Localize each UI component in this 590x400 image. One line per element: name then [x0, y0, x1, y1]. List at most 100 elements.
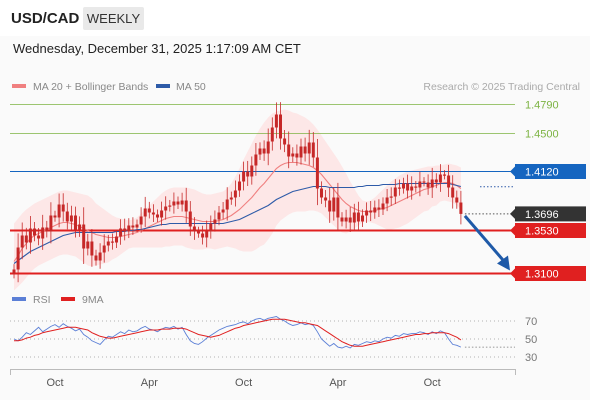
candle-body [328, 200, 332, 212]
candle-body [455, 197, 459, 203]
candle-body [344, 217, 348, 222]
candles-layer [12, 102, 463, 283]
candle-body [53, 215, 57, 218]
candle-body [451, 187, 455, 198]
levels-layer: 1.4790 1.4500 1.4120 1.3696 1.3530 1.3100 [10, 100, 586, 281]
candle-body [279, 114, 282, 139]
candle-body [24, 235, 28, 243]
timeframe-button[interactable]: WEEKLY [83, 7, 144, 30]
candle-body [188, 211, 192, 227]
forecast-arrow-shaft [463, 214, 508, 265]
level-label-box-5 [515, 266, 586, 281]
header-bar: USD/CAD WEEKLY [0, 0, 590, 36]
candle-body [418, 181, 422, 188]
candle-body [127, 225, 131, 232]
candle-body [459, 202, 463, 214]
ma50-line [13, 182, 462, 264]
candle-body [246, 171, 250, 177]
rsi-legend-label: RSI [33, 294, 51, 306]
candle-body [115, 236, 118, 243]
candle-body [86, 241, 90, 249]
candle-body [139, 216, 143, 225]
candle-body [184, 200, 188, 212]
candle-body [82, 224, 86, 249]
candle-body [406, 183, 410, 191]
candle-body [430, 179, 434, 188]
candle-body [242, 171, 246, 182]
x-tick-label: Apr [329, 377, 346, 389]
candle-body [377, 207, 381, 210]
candle-body [348, 217, 352, 223]
rsi-legend-swatch [12, 297, 26, 301]
candle-body [65, 211, 69, 222]
candle-body [254, 154, 258, 166]
candle-body [20, 235, 24, 248]
candle-body [16, 247, 20, 270]
candle-body [123, 228, 127, 232]
candle-body [303, 146, 307, 154]
candle-body [61, 204, 65, 212]
ma50-legend-swatch [156, 84, 170, 88]
candle-body [143, 208, 147, 217]
candle-body [262, 148, 266, 154]
candle-body [352, 212, 356, 223]
candle-body [12, 269, 16, 274]
candle-body [78, 224, 82, 230]
candle-body [147, 208, 151, 213]
candle-body [361, 215, 364, 222]
candle-body [213, 219, 217, 224]
forecast-arrow-head [497, 255, 510, 271]
candle-body [201, 233, 205, 238]
candle-body [151, 212, 155, 215]
candle-body [402, 183, 405, 189]
level-label-1: 1.4500 [525, 129, 559, 141]
candle-body [135, 224, 139, 228]
rsi-tick-label: 30 [525, 352, 537, 364]
candle-body [365, 210, 369, 216]
candle-body [110, 241, 114, 243]
bollinger-layer [14, 109, 461, 291]
x-tick-label: Oct [46, 377, 63, 389]
candle-body [295, 153, 299, 158]
candle-body [192, 226, 196, 232]
level-label-pointer-4 [510, 225, 515, 236]
ma20-legend-swatch [12, 84, 26, 88]
x-tick-label: Oct [235, 377, 252, 389]
timestamp: Wednesday, December 31, 2025 1:17:09 AM … [13, 41, 301, 56]
candle-body [94, 255, 98, 261]
candle-body [307, 142, 311, 154]
candle-body [270, 127, 274, 142]
rsi-ma-legend-label: 9MA [82, 294, 104, 306]
ma50-legend-label: MA 50 [176, 81, 206, 93]
bollinger-band [14, 109, 461, 291]
candle-body [443, 174, 446, 176]
candle-body [176, 201, 180, 205]
candle-body [69, 215, 73, 222]
candle-body [320, 188, 323, 198]
candle-body [238, 181, 241, 191]
candle-body [324, 197, 328, 201]
candle-body [381, 203, 385, 210]
candle-body [393, 187, 397, 197]
candle-body [119, 228, 123, 237]
rsi-line [13, 316, 462, 349]
x-axis: Oct Apr Oct Apr Oct [10, 369, 516, 389]
candle-body [299, 146, 303, 158]
candle-body [225, 199, 229, 210]
level-label-4: 1.3530 [525, 226, 559, 238]
candle-body [274, 114, 278, 128]
candle-body [447, 175, 451, 188]
overlay-layer [463, 214, 510, 271]
x-tick-label: Oct [424, 377, 441, 389]
candle-body [438, 174, 442, 183]
candle-body [229, 197, 233, 200]
level-label-box-2 [515, 164, 586, 179]
candle-body [106, 241, 110, 246]
candle-body [33, 228, 36, 236]
candle-body [373, 207, 377, 213]
candle-body [37, 235, 41, 239]
rsi-tick-label: 50 [525, 334, 537, 346]
candle-body [156, 214, 159, 218]
